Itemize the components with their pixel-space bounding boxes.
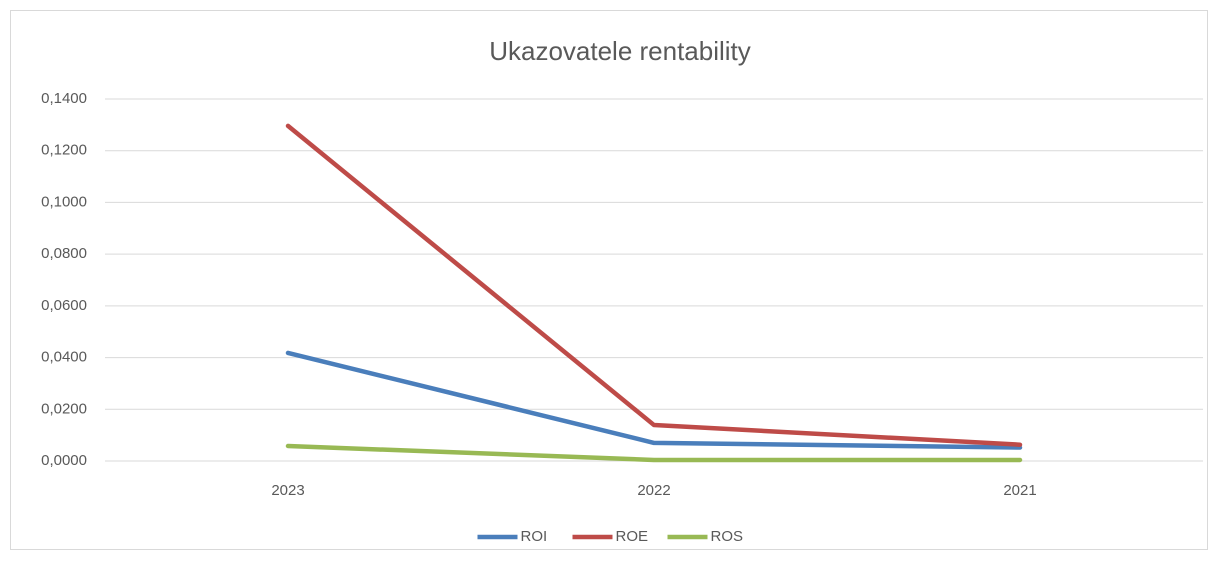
line-series [285,350,1023,450]
legend-label: ROS [711,528,744,545]
legend-label: ROI [521,528,548,545]
y-tick-label: 0,0600 [41,297,87,314]
x-tick-label: 2021 [1003,482,1036,499]
y-tick-label: 0,0200 [41,400,87,417]
x-tick-label: 2022 [637,482,670,499]
y-tick-label: 0,0000 [41,452,87,469]
y-tick-label: 0,0800 [41,245,87,262]
x-tick-label: 2023 [271,482,304,499]
chart-border [10,10,1208,550]
y-tick-label: 0,1400 [41,90,87,107]
chart-title: Ukazovatele rentability [489,36,751,66]
y-tick-label: 0,0400 [41,349,87,366]
line-series [285,443,1023,463]
y-tick-label: 0,1000 [41,193,87,210]
y-tick-label: 0,1200 [41,142,87,159]
line-series [285,123,1023,447]
legend-label: ROE [616,528,649,545]
